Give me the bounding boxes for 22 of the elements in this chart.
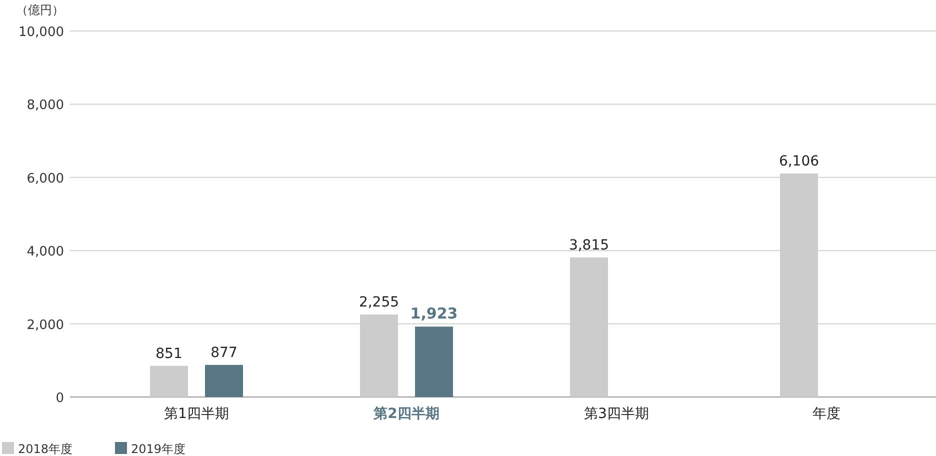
y-tick-label: 2,000 [26,318,64,333]
y-tick-label: 6,000 [26,171,64,186]
y-axis-title: （億円） [16,3,64,17]
bar [205,364,243,397]
data-label: 2,255 [358,294,400,310]
data-label: 3,815 [568,237,610,254]
legend-label: 2019年度 [131,442,186,456]
y-tick-label: 8,000 [26,98,64,114]
x-tick-label: 第3四半期 [584,406,649,422]
bar [415,326,453,397]
x-tick-label: 第1四半期 [164,406,229,422]
y-tick-label: 10,000 [18,25,64,40]
data-label: 877 [210,344,238,361]
x-tick-label: 年度 [812,406,840,422]
data-label: 851 [156,346,182,362]
data-label: 1,923 [410,304,458,323]
y-tick-label: 4,000 [26,244,64,260]
y-tick-label: 0 [56,391,64,406]
bar [150,366,188,397]
x-tick-label: 第2四半期 [372,406,440,422]
data-label: 6,106 [778,154,820,170]
legend-label: 2018年度 [18,442,73,456]
